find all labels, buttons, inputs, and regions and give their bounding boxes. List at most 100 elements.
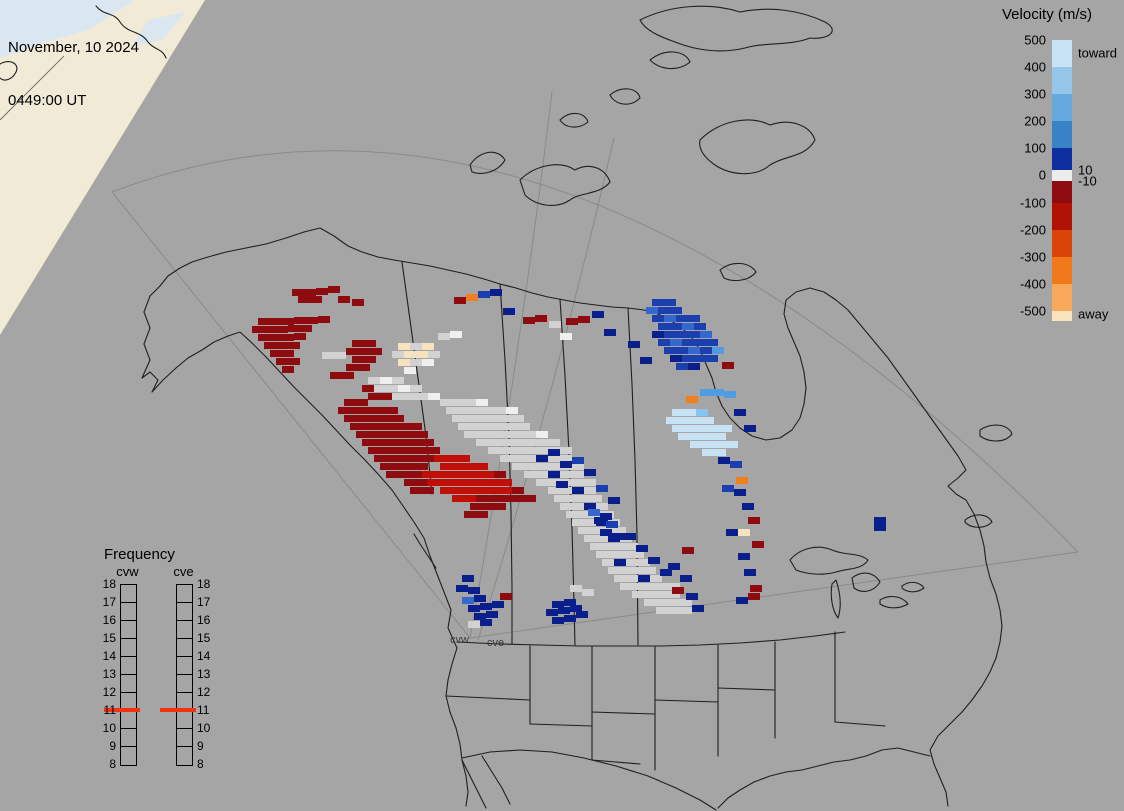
colorbar-tick-label: -300 (1019, 249, 1046, 265)
velocity-cell (572, 487, 584, 494)
frequency-tick-label: 14 (197, 649, 211, 663)
velocity-cell (572, 471, 584, 478)
velocity-cell (362, 385, 374, 392)
velocity-cell (404, 367, 416, 374)
frequency-bar-tick (121, 620, 136, 621)
velocity-cell (416, 479, 428, 486)
velocity-cell (578, 495, 590, 502)
velocity-cell (364, 340, 376, 347)
velocity-cell (500, 447, 512, 454)
corner-water-patch (132, 12, 185, 46)
velocity-cell (494, 407, 506, 414)
velocity-cell (596, 551, 608, 558)
velocity-cell (636, 545, 648, 552)
velocity-cell (440, 399, 452, 406)
velocity-cell (392, 463, 404, 470)
velocity-cell (500, 593, 512, 600)
velocity-cell (524, 447, 536, 454)
southampton-island (719, 262, 757, 282)
velocity-cell (566, 511, 578, 518)
velocity-cell (652, 315, 664, 322)
velocity-cell (548, 487, 560, 494)
velocity-cell (452, 415, 464, 422)
velocity-cell (316, 288, 328, 295)
velocity-cell (564, 615, 576, 622)
velocity-cell (488, 431, 500, 438)
frequency-tick-label: 17 (102, 595, 116, 609)
frequency-bar-tick (177, 620, 192, 621)
velocity-cell (392, 431, 404, 438)
velocity-cell (492, 601, 504, 608)
lake-ontario (901, 581, 925, 593)
velocity-cell (572, 519, 584, 526)
velocity-cell (584, 503, 596, 510)
velocity-cell (672, 409, 684, 416)
frequency-tick-label: 9 (197, 739, 204, 753)
velocity-cell (470, 471, 482, 478)
velocity-cell (668, 591, 680, 598)
colorbar-tick-label: -400 (1019, 276, 1046, 292)
velocity-cell (620, 567, 632, 574)
velocity-cell (306, 317, 318, 324)
velocity-cell (518, 423, 530, 430)
velocity-cell (252, 326, 264, 333)
velocity-cell (476, 415, 488, 422)
velocity-cell (744, 425, 756, 432)
velocity-cell (706, 355, 718, 362)
velocity-cell (548, 479, 560, 486)
velocity-cell (404, 463, 416, 470)
velocity-cell (452, 399, 464, 406)
velocity-cell (644, 591, 656, 598)
velocity-cell (524, 439, 536, 446)
frequency-tick-label: 8 (197, 757, 204, 771)
velocity-cell (392, 415, 404, 422)
velocity-cell (596, 485, 608, 492)
velocity-cell (700, 347, 712, 354)
velocity-cell (678, 607, 690, 614)
velocity-cell (503, 308, 515, 315)
velocity-cell (523, 317, 535, 324)
lake-superior (789, 546, 869, 575)
velocity-cell (512, 447, 524, 454)
velocity-cell (468, 621, 480, 628)
velocity-cell (656, 599, 668, 606)
velocity-cell (362, 407, 374, 414)
lake-erie (879, 595, 909, 609)
velocity-cell (752, 541, 764, 548)
velocity-cell (572, 503, 584, 510)
radar-fov-lines (111, 91, 1079, 641)
velocity-cell (410, 471, 422, 478)
colorbar-tick-label: 10 (1078, 162, 1093, 178)
velocity-cell (398, 359, 410, 366)
velocity-cell (600, 513, 612, 520)
velocity-cell (556, 481, 568, 488)
velocity-cell (604, 329, 616, 336)
velocity-cell (684, 409, 696, 416)
velocity-cell (404, 393, 416, 400)
velocity-cell (352, 340, 364, 347)
velocity-cell (668, 607, 680, 614)
velocity-cell (270, 318, 282, 325)
state-border-h1 (445, 695, 531, 701)
velocity-cell (374, 407, 386, 414)
velocity-cell (368, 415, 380, 422)
us-canada-border (456, 631, 846, 647)
velocity-cell (446, 407, 458, 414)
velocity-cell (702, 441, 714, 448)
velocity-cell (558, 607, 570, 614)
fov-outer-arc (111, 150, 1079, 553)
frequency-tick-label: 17 (197, 595, 211, 609)
velocity-cell (524, 431, 536, 438)
colorbar-tick-label: 0 (1038, 167, 1046, 183)
velocity-cell (570, 605, 582, 612)
velocity-cell (264, 342, 276, 349)
velocity-cell (644, 567, 656, 574)
colorbar-tick-label: -100 (1019, 195, 1046, 211)
frequency-bar-tick (177, 692, 192, 693)
velocity-cell (338, 407, 350, 414)
velocity-cell (404, 431, 416, 438)
velocity-cell (628, 341, 640, 348)
arctic-island-ellesmere (639, 5, 833, 52)
